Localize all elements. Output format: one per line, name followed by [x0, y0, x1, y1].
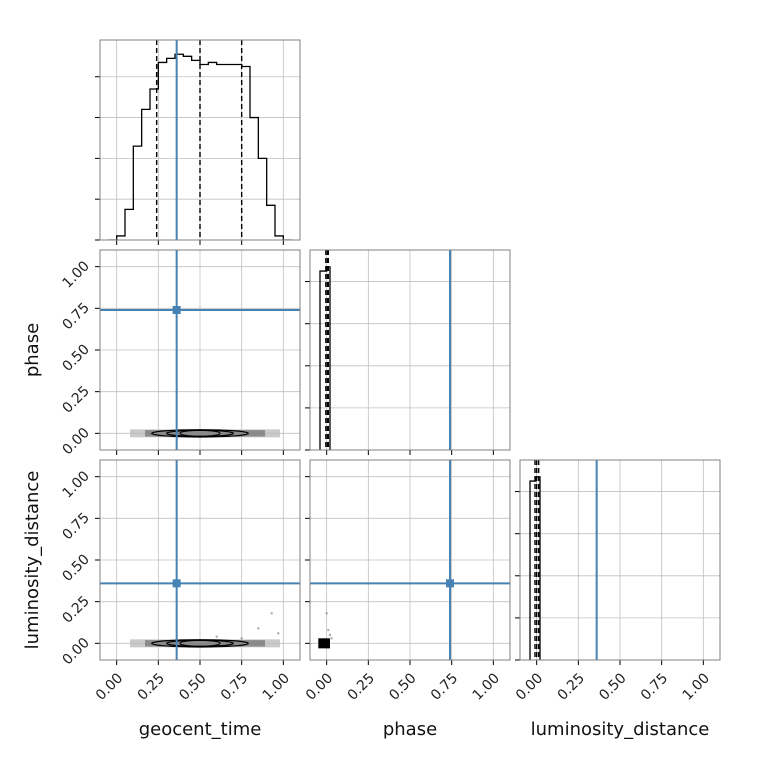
- y-tick-label: 0.50: [59, 342, 92, 375]
- scatter-point: [328, 633, 332, 637]
- panel-frame: [309, 459, 511, 661]
- y-tick-label: 0.75: [59, 300, 92, 333]
- density-core: [145, 430, 265, 437]
- y-tick-label: 0.50: [59, 552, 92, 585]
- x-tick-label: 0.25: [345, 670, 378, 703]
- panel-2-0: 0.00 0.25 0.50 0.75 1.000.000.250.500.751.00: [59, 459, 301, 704]
- y-tick-label: 1.00: [59, 468, 92, 501]
- density-core: [318, 638, 330, 649]
- x-tick-label: 0.00: [93, 670, 126, 703]
- truth-marker: [172, 579, 181, 588]
- density-contour-0: [151, 429, 249, 438]
- density-contour-0: [151, 639, 249, 648]
- x-tick-label: 0.50: [386, 670, 419, 703]
- y-tick-label: 0.00: [59, 635, 92, 668]
- density-contour-2: [179, 429, 221, 437]
- x-tick-label: 0.25: [555, 670, 588, 703]
- scatter-point: [327, 628, 330, 632]
- x-tick-label: 0.25: [135, 670, 168, 703]
- scatter-point: [277, 632, 280, 635]
- histogram-luminosity_distance: [529, 476, 541, 660]
- panel-frame: [99, 39, 301, 241]
- panel-1-1: [305, 249, 511, 455]
- panel-frame: [309, 249, 511, 451]
- x-tick-label: 0.75: [638, 670, 671, 703]
- histogram-geocent_time: [108, 53, 292, 240]
- x-axis-label-geocent_time: geocent_time: [139, 719, 262, 740]
- scatter-point: [257, 627, 260, 630]
- x-tick-label: 1.00: [680, 670, 713, 703]
- density-core: [145, 640, 265, 647]
- density-contour-2: [179, 639, 221, 647]
- x-tick-label: 0.50: [176, 670, 209, 703]
- x-tick-label: 1.00: [260, 670, 293, 703]
- panel-2-1: 0.00 0.25 0.50 0.75 1.00: [303, 459, 511, 704]
- y-tick-label: 0.00: [59, 425, 92, 458]
- truth-marker: [446, 579, 454, 588]
- x-tick-label: 1.00: [470, 670, 503, 703]
- x-tick-label: 0.00: [303, 670, 336, 703]
- x-axis-label-luminosity_distance: luminosity_distance: [531, 719, 710, 740]
- panel-content: [520, 460, 720, 660]
- y-tick-label: 0.25: [59, 383, 92, 416]
- panel-frame: [99, 459, 301, 661]
- truth-marker: [172, 306, 181, 314]
- panel-0-0: [95, 39, 301, 245]
- y-tick-label: 0.25: [59, 593, 92, 626]
- panel-content: [100, 250, 300, 450]
- scatter-point: [270, 612, 273, 615]
- panel-content: [310, 250, 510, 450]
- y-axis-label-luminosity_distance: luminosity_distance: [22, 471, 43, 650]
- panel-content: [100, 460, 300, 660]
- panel-2-2: 0.00 0.25 0.50 0.75 1.00: [513, 459, 721, 704]
- scatter-point: [215, 635, 218, 638]
- y-tick-label: 0.75: [59, 510, 92, 543]
- x-axis-label-phase: phase: [383, 719, 437, 740]
- panel-content: [100, 40, 300, 240]
- x-tick-label: 0.00: [513, 670, 546, 703]
- y-tick-label: 1.00: [59, 258, 92, 291]
- y-axis-label-phase: phase: [22, 323, 43, 377]
- scatter-point: [325, 612, 328, 615]
- histogram-phase: [319, 266, 331, 450]
- panel-1-0: 0.00 0.25 0.50 0.75 1.00: [59, 249, 301, 458]
- scatter-point: [330, 637, 333, 640]
- panel-content: [310, 460, 510, 660]
- panel-frame: [99, 249, 301, 451]
- x-tick-label: 0.50: [596, 670, 629, 703]
- panel-frame: [519, 459, 721, 661]
- x-tick-label: 0.75: [218, 670, 251, 703]
- scatter-point: [240, 637, 243, 640]
- x-tick-label: 0.75: [428, 670, 461, 703]
